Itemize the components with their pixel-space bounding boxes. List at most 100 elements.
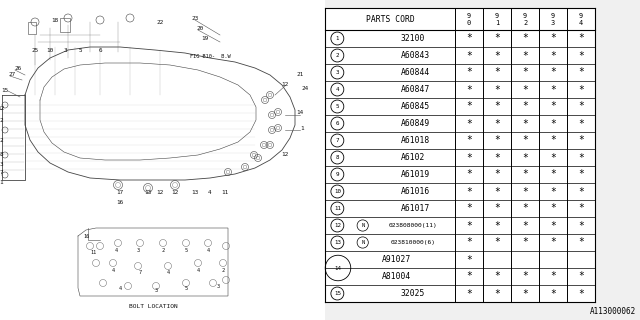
Text: *: *: [466, 237, 472, 247]
Text: *: *: [578, 34, 584, 44]
Text: *: *: [466, 34, 472, 44]
Text: 1: 1: [300, 125, 304, 131]
Text: 023808000(11): 023808000(11): [389, 223, 438, 228]
Text: 2: 2: [0, 117, 3, 123]
Text: 32100: 32100: [401, 34, 425, 43]
Text: *: *: [578, 170, 584, 180]
Text: PARTS CORD: PARTS CORD: [365, 14, 414, 23]
Text: 11: 11: [90, 250, 96, 254]
Text: 4: 4: [115, 247, 118, 252]
Text: 13: 13: [334, 240, 341, 245]
Bar: [325, 8, 595, 302]
Text: 9: 9: [523, 13, 527, 19]
Text: 9: 9: [335, 172, 339, 177]
Text: *: *: [466, 220, 472, 230]
Text: 18: 18: [51, 18, 59, 22]
Text: A81004: A81004: [382, 272, 411, 281]
Text: 10: 10: [46, 47, 54, 52]
Text: 12: 12: [334, 223, 341, 228]
Text: 4: 4: [111, 268, 115, 273]
Text: 9: 9: [551, 13, 555, 19]
Text: 3: 3: [154, 287, 157, 292]
Text: *: *: [578, 101, 584, 111]
Text: *: *: [522, 68, 528, 77]
Text: 4: 4: [196, 268, 200, 273]
Text: *: *: [578, 153, 584, 163]
Text: 32025: 32025: [401, 289, 425, 298]
Text: *: *: [550, 170, 556, 180]
Text: A60849: A60849: [401, 119, 429, 128]
Text: *: *: [578, 84, 584, 94]
Text: A60844: A60844: [401, 68, 429, 77]
Text: *: *: [578, 187, 584, 196]
Text: 2: 2: [161, 247, 164, 252]
Text: 22: 22: [156, 20, 164, 25]
Text: *: *: [578, 237, 584, 247]
Text: 19: 19: [202, 36, 209, 41]
Text: 0: 0: [467, 20, 471, 26]
Text: 3: 3: [216, 284, 220, 289]
Text: 9: 9: [467, 13, 471, 19]
Text: *: *: [522, 204, 528, 213]
Text: 8: 8: [335, 155, 339, 160]
Text: *: *: [522, 34, 528, 44]
Text: *: *: [466, 101, 472, 111]
Text: 12: 12: [172, 189, 179, 195]
Text: 4: 4: [207, 247, 209, 252]
Text: 20: 20: [196, 26, 204, 30]
Text: 2: 2: [523, 20, 527, 26]
Text: 13: 13: [145, 189, 152, 195]
Text: 2: 2: [335, 53, 339, 58]
Text: *: *: [522, 51, 528, 60]
Text: *: *: [578, 220, 584, 230]
Text: 9: 9: [579, 13, 583, 19]
Text: *: *: [466, 289, 472, 299]
Text: *: *: [522, 101, 528, 111]
Text: BOLT LOCATION: BOLT LOCATION: [129, 303, 177, 308]
Text: 1: 1: [0, 180, 3, 185]
Text: 3: 3: [63, 47, 67, 52]
Text: 27: 27: [8, 73, 15, 77]
Text: *: *: [466, 84, 472, 94]
Text: 24: 24: [301, 85, 308, 91]
Text: *: *: [494, 68, 500, 77]
Text: N: N: [361, 223, 364, 228]
Text: *: *: [522, 237, 528, 247]
Text: 15: 15: [1, 87, 8, 92]
Text: *: *: [494, 101, 500, 111]
Text: *: *: [550, 271, 556, 282]
Text: 9: 9: [495, 13, 499, 19]
Text: *: *: [522, 118, 528, 129]
Text: 5: 5: [184, 247, 188, 252]
Text: 6: 6: [98, 47, 102, 52]
Text: 4: 4: [579, 20, 583, 26]
Text: 12: 12: [282, 153, 289, 157]
Text: *: *: [522, 271, 528, 282]
Text: 12: 12: [0, 106, 4, 110]
Text: A61019: A61019: [401, 170, 429, 179]
Text: 11: 11: [221, 189, 228, 195]
Text: FIG B10-  B.W: FIG B10- B.W: [189, 54, 230, 60]
Text: *: *: [550, 118, 556, 129]
Text: *: *: [494, 237, 500, 247]
Text: A91027: A91027: [382, 255, 411, 264]
Text: *: *: [550, 204, 556, 213]
Text: *: *: [466, 51, 472, 60]
Text: N: N: [361, 240, 364, 245]
Text: 12: 12: [156, 189, 164, 195]
Text: A61017: A61017: [401, 204, 429, 213]
Text: 11: 11: [334, 206, 341, 211]
Text: *: *: [522, 170, 528, 180]
Text: *: *: [550, 101, 556, 111]
Text: *: *: [494, 204, 500, 213]
Text: *: *: [466, 135, 472, 146]
Text: *: *: [494, 51, 500, 60]
Text: *: *: [466, 271, 472, 282]
Text: A61016: A61016: [401, 187, 429, 196]
Text: *: *: [494, 271, 500, 282]
Text: *: *: [522, 187, 528, 196]
Text: *: *: [522, 135, 528, 146]
Text: A60843: A60843: [401, 51, 429, 60]
Text: 5: 5: [78, 47, 82, 52]
Text: 1: 1: [335, 36, 339, 41]
